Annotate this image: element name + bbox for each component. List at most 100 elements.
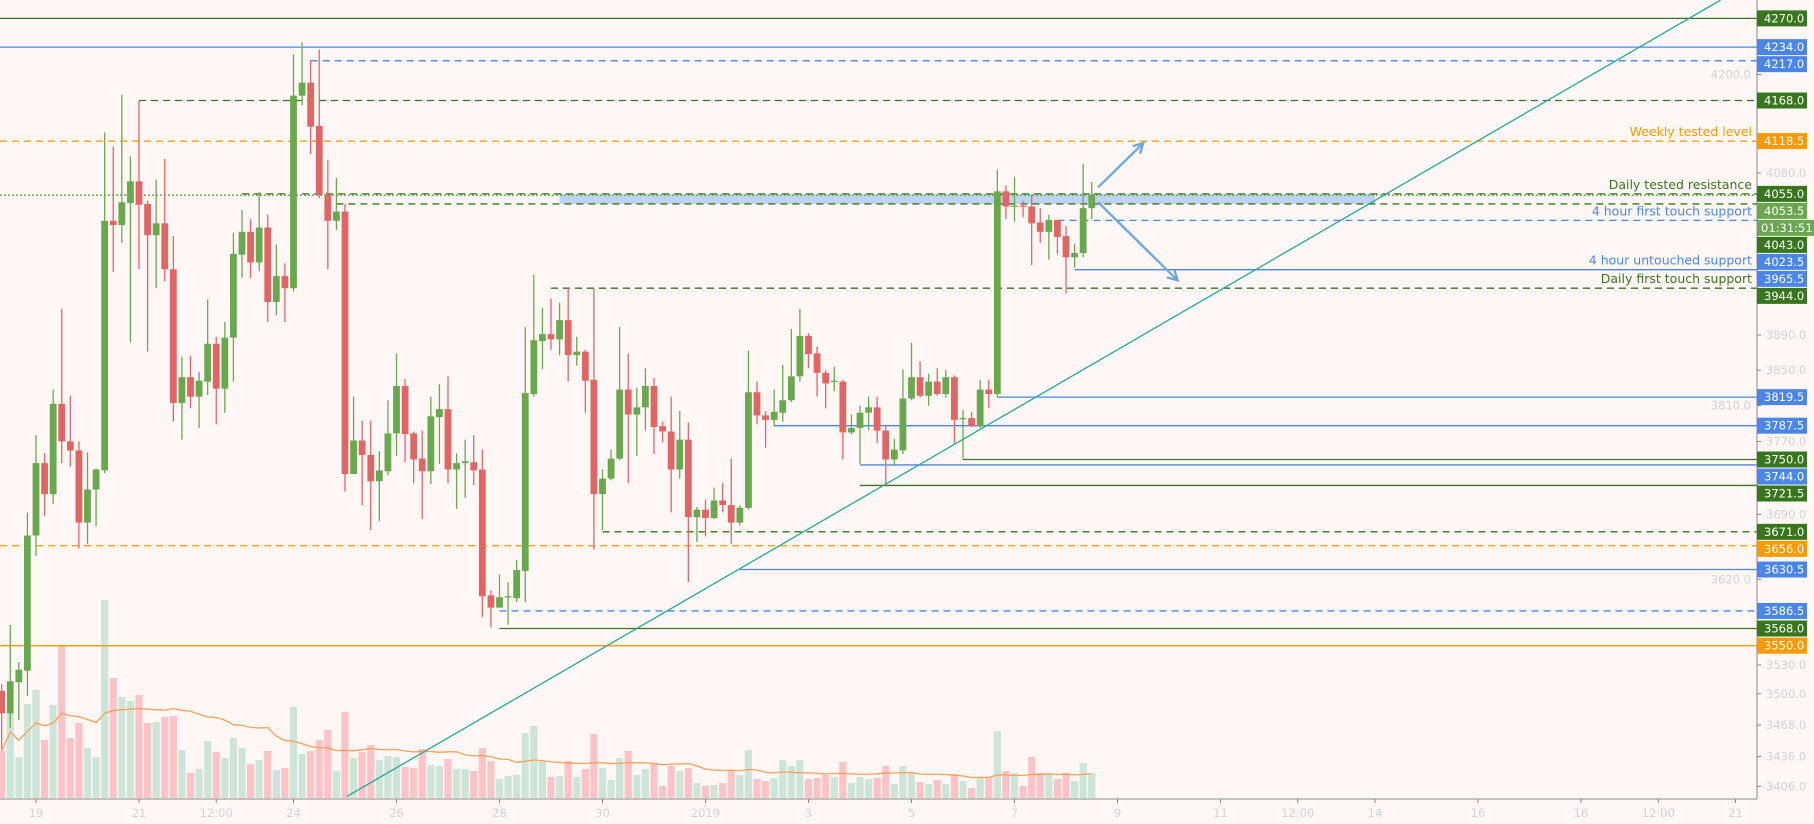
volume-bar [418, 749, 426, 798]
candle [41, 453, 48, 517]
candle-body [753, 392, 761, 416]
candle [624, 353, 632, 484]
candle [75, 441, 83, 549]
candle [642, 368, 649, 431]
price-tag-label: 3568.0 [1764, 622, 1804, 636]
candle-body [745, 392, 752, 508]
price-tag: 3787.5 [1757, 417, 1807, 434]
volume-bar [1002, 771, 1010, 798]
candle [590, 288, 598, 550]
price-tag: 3568.0 [1757, 620, 1807, 637]
candle [152, 179, 160, 289]
price-tag-box [1757, 287, 1807, 304]
candle-body [324, 194, 332, 221]
price-tag: 3586.5 [1757, 602, 1807, 619]
volume-bar [710, 785, 718, 798]
volume-bar [186, 773, 195, 798]
price-tick-label: 3770.0 [1766, 434, 1806, 448]
volume-bar [925, 784, 933, 798]
volume-bar [461, 769, 469, 798]
candle-body [659, 426, 666, 432]
candle-body [993, 191, 1001, 395]
price-tag-box [1757, 389, 1807, 406]
candle-body [942, 377, 950, 395]
trendline-line[interactable] [346, 0, 1721, 797]
price-axis[interactable]: 4200.0 4080.0 3890.0 3850.0 3810.0 3770.0 3690… [1711, 0, 1814, 799]
candle [762, 410, 769, 448]
volume-bar [143, 723, 152, 798]
candle [959, 410, 967, 459]
volume-bar [1019, 786, 1027, 798]
candle [470, 435, 478, 485]
volume-bar [161, 717, 169, 798]
volume-bar [719, 783, 727, 798]
volume-bar [92, 757, 100, 798]
candle [101, 132, 109, 474]
candle-body [573, 351, 581, 356]
candle-body [727, 505, 735, 523]
candle [530, 274, 538, 397]
candle-body [985, 389, 993, 395]
price-tag: 3671.0 [1757, 523, 1807, 540]
candle [1045, 214, 1053, 260]
candle [787, 328, 795, 403]
candle-body [444, 409, 452, 470]
candle [281, 263, 289, 322]
candle-body [75, 450, 83, 523]
price-tag-label: 4118.5 [1764, 134, 1804, 148]
candle-body [92, 469, 100, 490]
volume-bar [0, 751, 6, 798]
time-axis[interactable]: 19 21 12:00 24 26 28 30 2019 3 5 7 9 11 12:00 14 16 18 12… [0, 798, 1757, 820]
candle [0, 684, 6, 750]
candle [933, 368, 941, 396]
time-tick-label: 18 [1574, 806, 1589, 820]
candle-body [272, 276, 280, 302]
price-tag-label: 4053.5 [1764, 204, 1804, 218]
candle [1002, 185, 1010, 220]
volume-bar [684, 768, 692, 798]
candle [839, 379, 847, 460]
candle-body [135, 181, 143, 205]
candle-body [581, 351, 589, 381]
candle-body [187, 377, 194, 397]
price-tag: 3819.5 [1757, 389, 1807, 406]
trendline[interactable] [346, 0, 1721, 797]
level-note: Daily tested resistance [1609, 177, 1753, 192]
candle [58, 308, 66, 464]
price-tag: 4043.0 [1757, 236, 1807, 253]
time-tick-label: 12:00 [1281, 806, 1314, 820]
candle-body [890, 449, 898, 460]
candle-body [169, 269, 177, 403]
price-tag: 4118.5 [1757, 133, 1807, 150]
candle [161, 158, 169, 282]
volume-bar [169, 716, 177, 798]
candle [444, 376, 452, 484]
candle [813, 346, 821, 397]
candle [556, 302, 563, 356]
volume-bar [513, 775, 521, 798]
price-tag-label: 4270.0 [1764, 11, 1804, 25]
candle [221, 321, 229, 413]
candle [109, 146, 117, 272]
candle [427, 396, 435, 485]
candle-body [212, 343, 220, 389]
volume-bar [564, 761, 572, 798]
candle [169, 236, 177, 422]
candle [264, 214, 272, 322]
candle [650, 378, 658, 455]
volume-bar [693, 783, 701, 798]
candle [573, 336, 581, 366]
volume-bar [530, 726, 538, 798]
candle-body [882, 430, 890, 460]
candle [401, 378, 409, 463]
price-tag: 3744.0 [1757, 468, 1807, 485]
candle-body [976, 389, 984, 427]
candle [350, 396, 357, 475]
volume-bar [212, 752, 220, 798]
candle-body [513, 569, 521, 599]
volume-bar [847, 783, 856, 798]
price-tick-label: 3468.0 [1766, 718, 1806, 732]
current-price-tag: 4053.5 [1757, 202, 1807, 219]
candle-body [161, 223, 169, 270]
price-tag-box [1757, 620, 1807, 637]
